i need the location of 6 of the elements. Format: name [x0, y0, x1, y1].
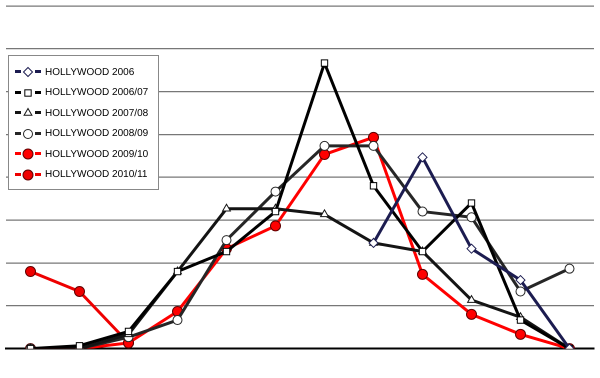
legend-label: HOLLYWOOD 2006	[45, 66, 134, 78]
legend-label: HOLLYWOOD 2009/10	[45, 148, 148, 160]
legend-label: HOLLYWOOD 2006/07	[45, 87, 148, 98]
legend-label: HOLLYWOOD 2010/11	[45, 169, 148, 180]
legend-label: HOLLYWOOD 2007/08	[45, 108, 148, 119]
legend-label: HOLLYWOOD 2008/09	[45, 128, 148, 140]
